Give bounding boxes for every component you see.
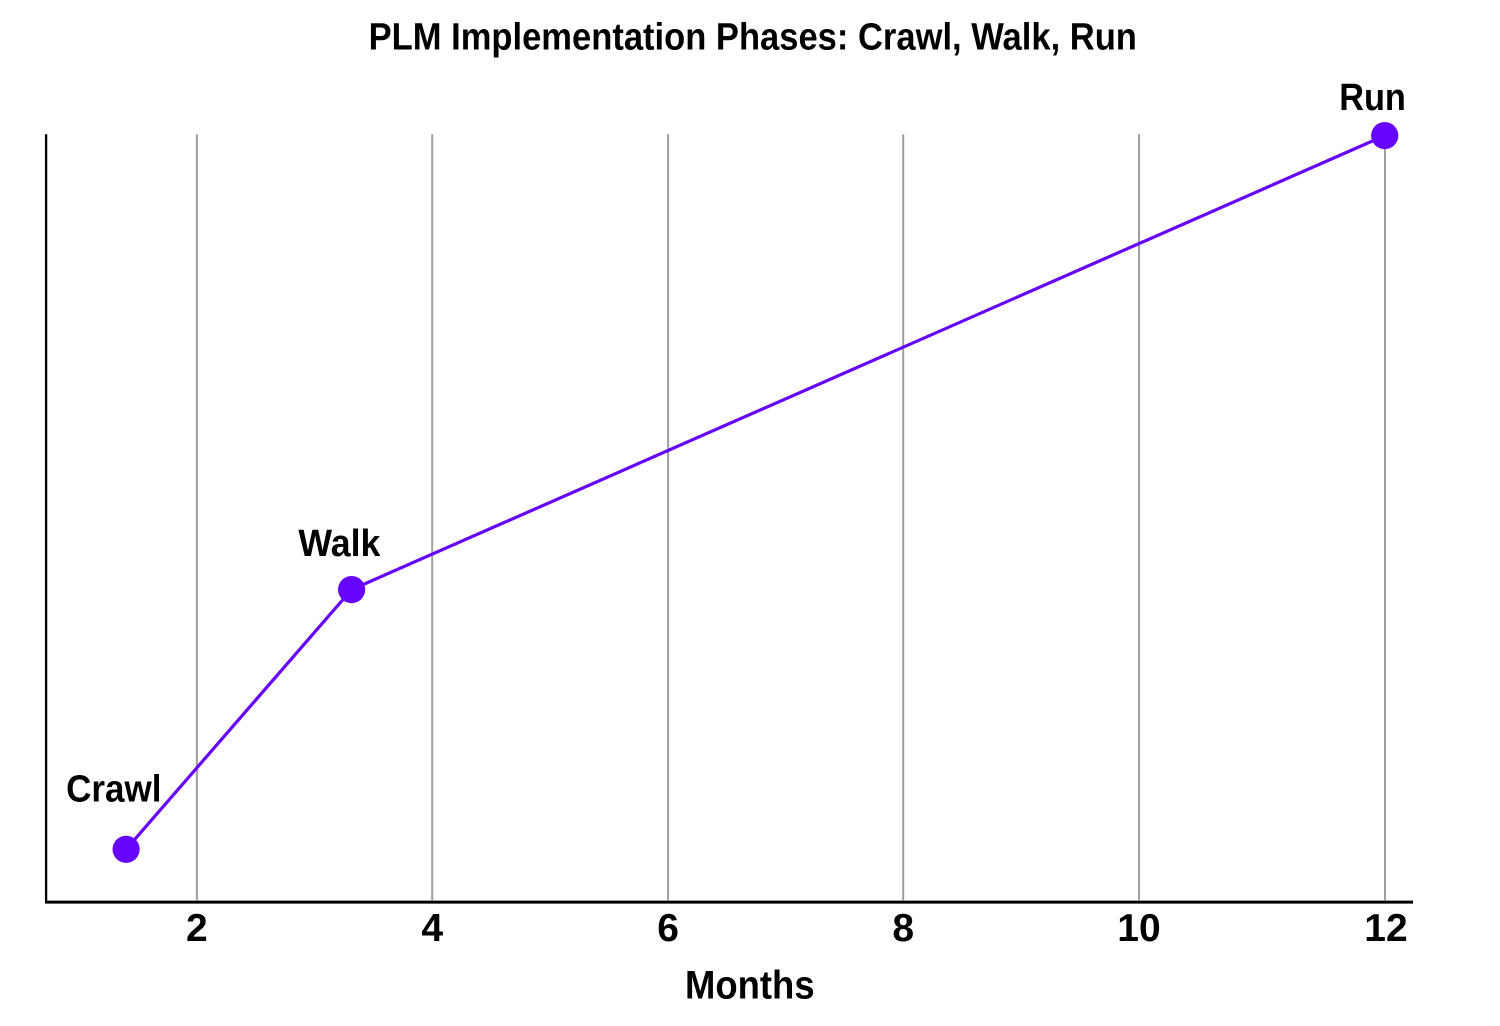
svg-text:Run: Run (1339, 77, 1406, 119)
svg-text:Crawl: Crawl (66, 768, 161, 810)
svg-text:12: 12 (1364, 907, 1407, 950)
svg-text:Months: Months (685, 963, 815, 1007)
svg-text:Walk: Walk (298, 523, 381, 565)
svg-text:10: 10 (1117, 907, 1160, 950)
svg-text:PLM Implementation Phases: Cra: PLM Implementation Phases: Crawl, Walk, … (369, 16, 1137, 58)
svg-text:4: 4 (421, 907, 443, 950)
svg-text:8: 8 (892, 907, 914, 950)
svg-text:2: 2 (186, 907, 208, 950)
svg-text:6: 6 (657, 907, 679, 950)
